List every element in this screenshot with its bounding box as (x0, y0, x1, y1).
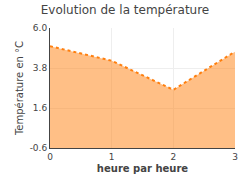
svg-text:heure par heure: heure par heure (97, 163, 188, 174)
svg-text:1.6: 1.6 (33, 103, 48, 113)
svg-text:Température en °C: Température en °C (14, 41, 25, 136)
svg-text:-0.6: -0.6 (30, 143, 48, 153)
svg-text:0: 0 (47, 152, 53, 162)
svg-text:3: 3 (232, 152, 238, 162)
svg-text:Evolution de la température: Evolution de la température (41, 3, 210, 17)
svg-text:6.0: 6.0 (33, 23, 48, 33)
svg-text:2: 2 (170, 152, 176, 162)
svg-text:1: 1 (109, 152, 115, 162)
svg-text:3.8: 3.8 (33, 63, 48, 73)
